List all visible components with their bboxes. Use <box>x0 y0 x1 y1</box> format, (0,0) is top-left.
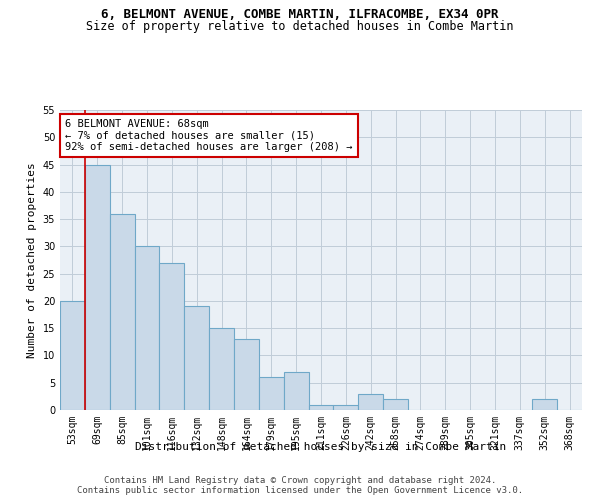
Bar <box>383 399 408 410</box>
Bar <box>284 372 308 410</box>
Bar <box>334 404 358 410</box>
Y-axis label: Number of detached properties: Number of detached properties <box>27 162 37 358</box>
Bar <box>532 399 557 410</box>
Bar <box>110 214 134 410</box>
Bar <box>358 394 383 410</box>
Text: Size of property relative to detached houses in Combe Martin: Size of property relative to detached ho… <box>86 20 514 33</box>
Bar <box>308 404 334 410</box>
Bar <box>85 164 110 410</box>
Bar <box>160 262 184 410</box>
Text: Contains HM Land Registry data © Crown copyright and database right 2024.
Contai: Contains HM Land Registry data © Crown c… <box>77 476 523 495</box>
Bar <box>184 306 209 410</box>
Bar <box>60 301 85 410</box>
Bar <box>209 328 234 410</box>
Text: Distribution of detached houses by size in Combe Martin: Distribution of detached houses by size … <box>136 442 506 452</box>
Bar <box>234 339 259 410</box>
Bar <box>259 378 284 410</box>
Text: 6 BELMONT AVENUE: 68sqm
← 7% of detached houses are smaller (15)
92% of semi-det: 6 BELMONT AVENUE: 68sqm ← 7% of detached… <box>65 119 353 152</box>
Text: 6, BELMONT AVENUE, COMBE MARTIN, ILFRACOMBE, EX34 0PR: 6, BELMONT AVENUE, COMBE MARTIN, ILFRACO… <box>101 8 499 20</box>
Bar <box>134 246 160 410</box>
